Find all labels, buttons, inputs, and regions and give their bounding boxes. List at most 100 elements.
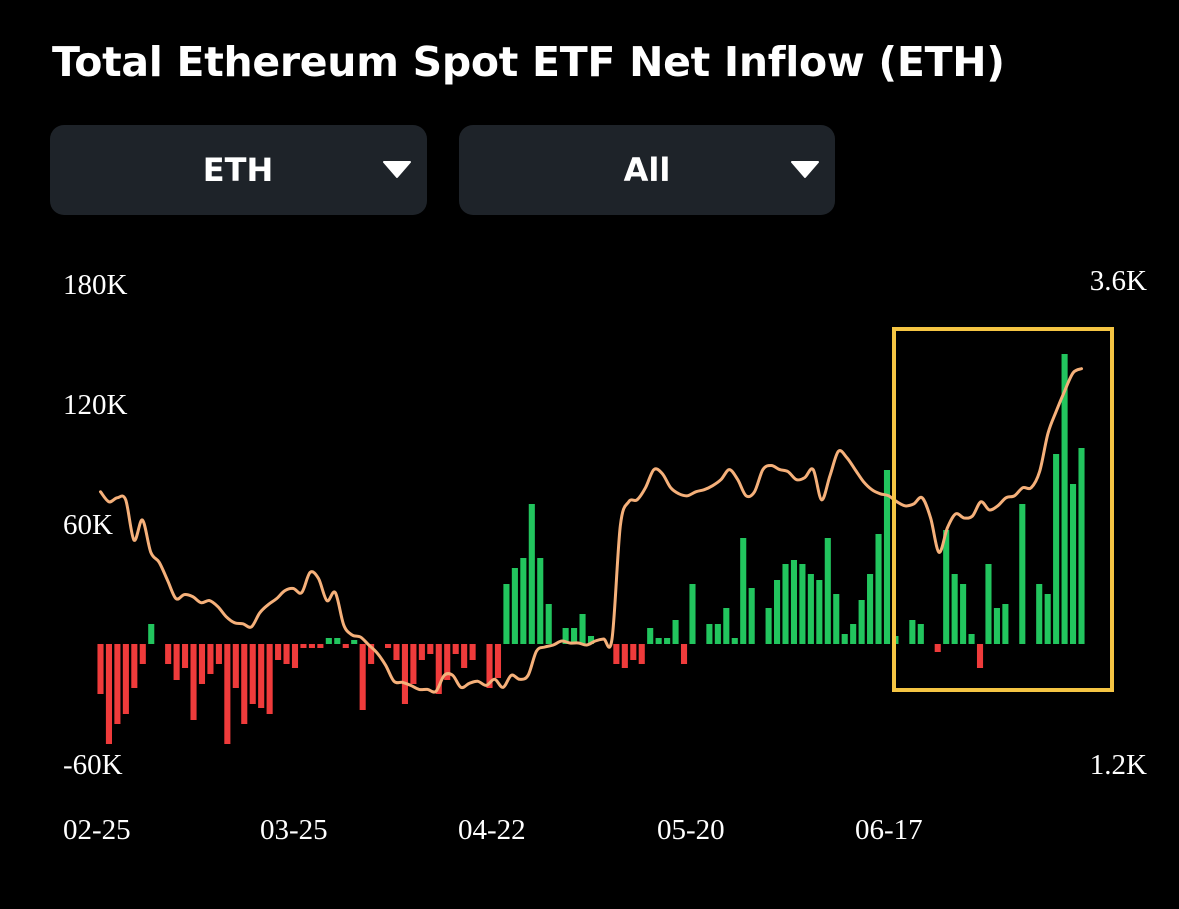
x-axis-tick: 03-25 [260, 814, 328, 846]
inflow-bar [790, 560, 798, 644]
inflow-chart: 180K 120K 60K -60K 3.6K 1.2K 02-25 03-25 04-22… [63, 265, 1147, 846]
inflow-bar [943, 530, 950, 644]
inflow-bar [664, 638, 671, 644]
inflow-bar [1019, 504, 1026, 644]
inflow-bar [689, 584, 696, 644]
range-dropdown[interactable]: All [459, 125, 835, 215]
inflow-bar [520, 558, 527, 644]
left-axis-tick: 60K [63, 509, 113, 541]
outflow-bar [418, 644, 425, 660]
inflow-bar [1070, 484, 1077, 644]
x-axis-tick: 05-20 [657, 814, 725, 846]
outflow-bar [976, 644, 984, 668]
inflow-bar [731, 638, 738, 644]
left-axis: 180K 120K 60K -60K [63, 269, 128, 781]
outflow-bar [452, 644, 459, 654]
outflow-bar [384, 644, 392, 648]
asset-dropdown[interactable]: ETH [50, 125, 427, 215]
inflow-bar [562, 628, 569, 644]
outflow-bar [427, 644, 434, 654]
outflow-bar [258, 644, 265, 708]
inflow-bar [875, 534, 882, 644]
inflow-bar [1002, 604, 1009, 644]
outflow-bar [638, 644, 645, 664]
outflow-bar [122, 644, 129, 714]
outflow-bar [207, 644, 214, 674]
inflow-bar [1044, 594, 1051, 644]
outflow-bar [291, 644, 299, 668]
x-axis-tick: 04-22 [458, 814, 526, 846]
inflow-bar [1053, 454, 1060, 644]
outflow-bar [435, 644, 442, 694]
outflow-bar [182, 644, 189, 668]
inflow-bar [325, 638, 332, 644]
inflow-bar [883, 470, 891, 644]
x-axis-tick: 02-25 [63, 814, 131, 846]
outflow-bar [300, 644, 307, 648]
outflow-bar [486, 644, 493, 688]
outflow-bar [393, 644, 400, 660]
inflow-bar [511, 568, 518, 644]
outflow-bar [139, 644, 146, 664]
outflow-bar [621, 644, 628, 668]
inflow-bar [782, 564, 789, 644]
outflow-bar [173, 644, 180, 680]
right-axis: 3.6K 1.2K [1090, 265, 1147, 781]
inflow-bar [951, 574, 958, 644]
inflow-bar [579, 614, 586, 644]
inflow-bar [714, 624, 721, 644]
outflow-bar [190, 644, 197, 720]
outflow-bar [401, 644, 408, 704]
inflow-bar [867, 574, 874, 644]
outflow-bar [165, 644, 172, 664]
outflow-bar [215, 644, 222, 664]
x-axis-tick: 06-17 [855, 814, 923, 846]
inflow-bar [334, 638, 341, 644]
inflow-bar [148, 624, 155, 644]
outflow-bar [241, 644, 248, 724]
range-dropdown-label: All [623, 151, 671, 189]
inflow-bar [655, 638, 662, 644]
inflow-bar [850, 624, 857, 644]
inflow-bar [985, 564, 992, 644]
outflow-bar [359, 644, 366, 710]
inflow-bar [816, 580, 823, 644]
inflow-bar [545, 604, 552, 644]
outflow-bar [630, 644, 637, 660]
outflow-bar [131, 644, 138, 688]
inflow-bar [706, 624, 713, 644]
inflow-bars [97, 354, 1085, 744]
left-axis-tick: 180K [63, 269, 128, 301]
outflow-bar [224, 644, 231, 744]
inflow-bar [1078, 448, 1085, 644]
outflow-bar [266, 644, 273, 714]
outflow-bar [444, 644, 451, 680]
outflow-bar [308, 644, 315, 648]
inflow-bar [672, 620, 679, 644]
right-axis-tick: 1.2K [1090, 749, 1147, 781]
inflow-bar [765, 608, 772, 644]
chevron-down-icon [791, 161, 819, 178]
inflow-bar [1036, 584, 1043, 644]
outflow-bar [114, 644, 121, 724]
inflow-bar [968, 634, 975, 644]
inflow-bar [587, 636, 595, 644]
outflow-bar [469, 644, 476, 660]
outflow-bar [613, 644, 620, 664]
outflow-bar [368, 644, 375, 664]
inflow-bar [571, 628, 578, 644]
inflow-bar [503, 584, 510, 644]
x-axis: 02-25 03-25 04-22 05-20 06-17 [63, 814, 923, 846]
inflow-bar [537, 558, 544, 644]
outflow-bar [680, 644, 688, 664]
page-title: Total Ethereum Spot ETF Net Inflow (ETH) [52, 38, 1005, 86]
outflow-bar [494, 644, 502, 678]
outflow-bar [232, 644, 239, 688]
outflow-bar [934, 644, 941, 652]
highlight-box [892, 327, 1114, 692]
inflow-bar [748, 588, 755, 644]
outflow-bar [342, 644, 349, 648]
inflow-bar [807, 574, 814, 644]
outflow-bar [275, 644, 282, 660]
inflow-bar [799, 564, 806, 644]
